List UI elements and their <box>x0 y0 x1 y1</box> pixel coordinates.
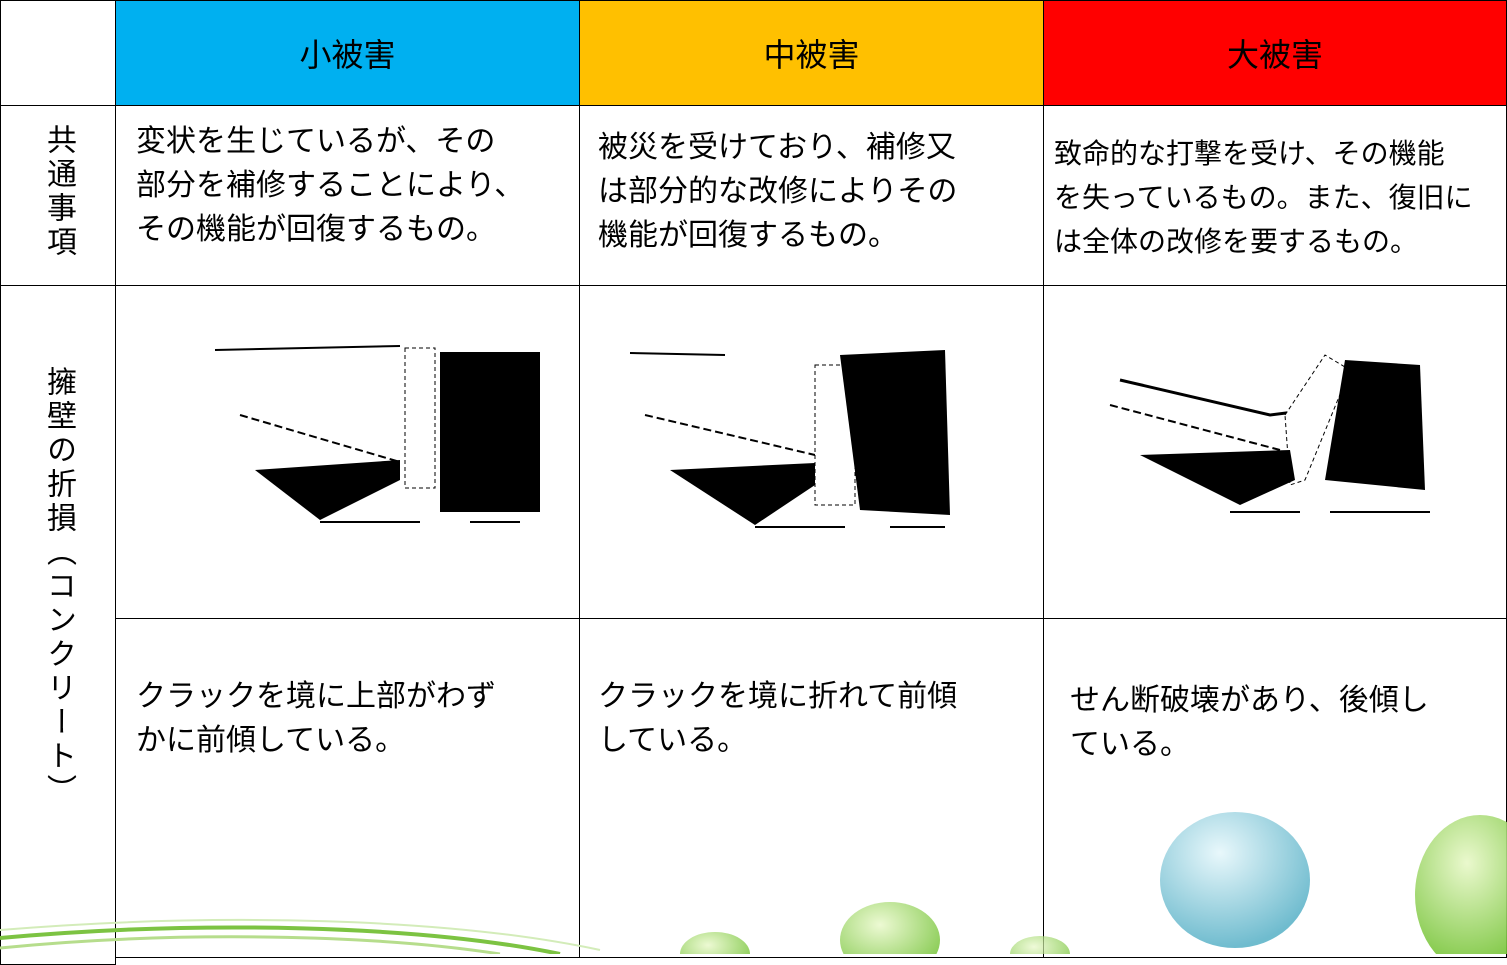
cell-text-line: は部分的な改修によりその <box>598 174 958 209</box>
cell-text-line: 部分を補修することにより、 <box>136 168 525 203</box>
illustration <box>629 350 950 528</box>
cell-text-line: 致命的な打撃を受け、その機能 <box>1054 137 1445 170</box>
row-label: 擁壁の折損（コンクリート） <box>0 285 116 965</box>
cell: 被災を受けており、補修又 は部分的な改修によりその 機能が回復するもの。 <box>579 105 1044 286</box>
corner-cell <box>0 0 116 106</box>
cell-text-line: している。 <box>598 723 748 758</box>
illustration <box>214 345 540 523</box>
cell-text-line: を失っているもの。また、復旧に <box>1054 181 1473 214</box>
column-header: 中被害 <box>579 0 1044 106</box>
column-header: 大被害 <box>1043 0 1507 106</box>
cell-text-line: は全体の改修を要するもの。 <box>1054 225 1419 258</box>
cell-text-line: 機能が回復するもの。 <box>598 218 898 253</box>
cell: 変状を生じているが、その 部分を補修することにより、 その機能が回復するもの。 <box>115 105 580 286</box>
cell: せん断破壊があり、後傾し ている。 <box>1043 618 1507 958</box>
cell: クラックを境に上部がわず かに前傾している。 <box>115 618 580 958</box>
row-label: 共通事項 <box>0 105 116 286</box>
cell-text-line: 被災を受けており、補修又 <box>598 130 956 165</box>
cell-text-line: クラックを境に上部がわず <box>136 679 496 714</box>
cell-text-line: その機能が回復するもの。 <box>136 212 496 247</box>
cell: クラックを境に折れて前傾 している。 <box>579 618 1044 958</box>
cell-text-line: クラックを境に折れて前傾 <box>598 679 958 714</box>
cell: 致命的な打撃を受け、その機能 を失っているもの。また、復旧に は全体の改修を要するも… <box>1043 105 1507 286</box>
cell-text-line: 変状を生じているが、その <box>136 124 496 159</box>
cell-text-line: かに前傾している。 <box>136 723 406 758</box>
illustration <box>1109 354 1430 513</box>
cell-text-line: ている。 <box>1070 727 1190 762</box>
column-header: 小被害 <box>115 0 580 106</box>
cell-text-line: せん断破壊があり、後傾し <box>1070 683 1429 718</box>
